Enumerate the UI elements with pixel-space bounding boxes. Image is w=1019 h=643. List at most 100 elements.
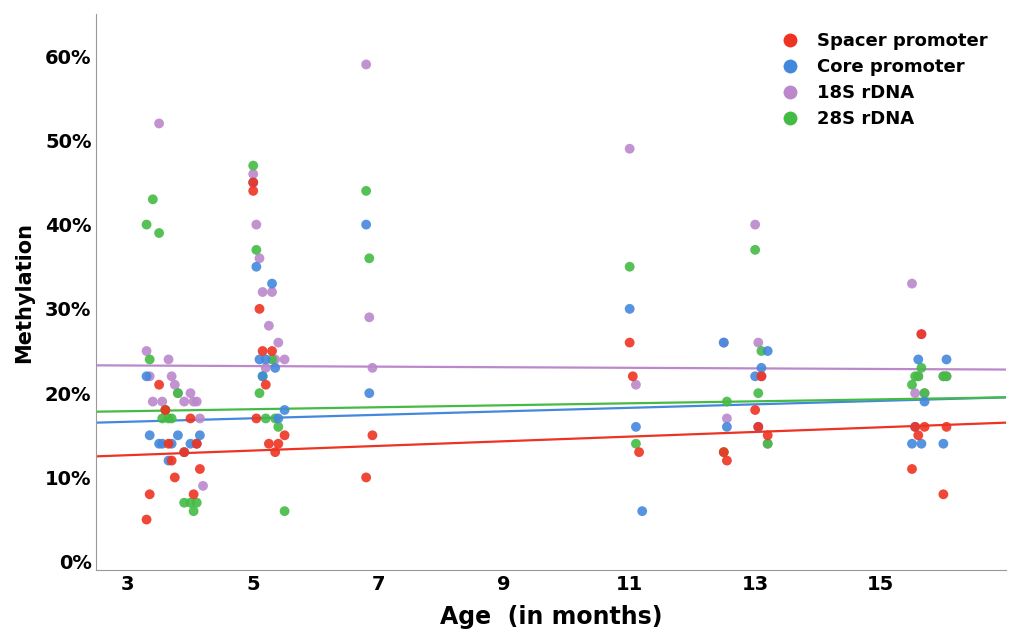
Point	[621, 262, 637, 272]
Point	[245, 161, 261, 171]
Point	[624, 371, 640, 381]
Point	[189, 439, 205, 449]
Point	[906, 422, 922, 432]
Point	[276, 405, 292, 415]
Point	[746, 245, 762, 255]
Point	[361, 253, 377, 264]
Point	[631, 447, 647, 457]
Point	[176, 397, 193, 407]
Point	[715, 447, 732, 457]
Point	[166, 473, 182, 483]
Point	[160, 455, 176, 466]
Point	[915, 388, 931, 398]
Point	[934, 439, 951, 449]
Point	[264, 346, 280, 356]
Point	[759, 439, 775, 449]
Point	[261, 321, 277, 331]
Point	[270, 338, 286, 348]
Point	[906, 388, 922, 398]
Point	[185, 506, 202, 516]
Point	[361, 312, 377, 322]
Point	[261, 439, 277, 449]
Point	[267, 447, 283, 457]
Point	[142, 430, 158, 440]
Point	[195, 481, 211, 491]
Point	[258, 379, 274, 390]
Point	[248, 413, 264, 424]
Point	[160, 439, 176, 449]
Point	[251, 253, 267, 264]
Point	[169, 388, 185, 398]
Point	[160, 354, 176, 365]
Point	[752, 346, 768, 356]
Point	[759, 346, 775, 356]
Point	[166, 379, 182, 390]
Point	[718, 422, 735, 432]
Point	[248, 219, 264, 230]
Point	[163, 455, 179, 466]
Point	[909, 430, 925, 440]
Point	[621, 338, 637, 348]
Point	[937, 422, 954, 432]
Point	[163, 371, 179, 381]
Point	[749, 422, 765, 432]
Point	[715, 338, 732, 348]
Point	[151, 439, 167, 449]
X-axis label: Age  (in months): Age (in months)	[439, 605, 661, 629]
Point	[912, 329, 928, 340]
Point	[245, 186, 261, 196]
Point	[364, 363, 380, 373]
Point	[142, 371, 158, 381]
Point	[937, 371, 954, 381]
Point	[182, 498, 199, 508]
Point	[169, 388, 185, 398]
Point	[145, 194, 161, 204]
Point	[185, 397, 202, 407]
Point	[276, 354, 292, 365]
Point	[912, 363, 928, 373]
Point	[267, 354, 283, 365]
Point	[258, 413, 274, 424]
Point	[267, 413, 283, 424]
Point	[752, 371, 768, 381]
Point	[248, 245, 264, 255]
Point	[142, 489, 158, 500]
Point	[251, 388, 267, 398]
Point	[276, 430, 292, 440]
Point	[718, 397, 735, 407]
Point	[160, 413, 176, 424]
Point	[264, 354, 280, 365]
Point	[934, 489, 951, 500]
Point	[358, 473, 374, 483]
Point	[189, 439, 205, 449]
Point	[715, 447, 732, 457]
Point	[621, 303, 637, 314]
Point	[906, 422, 922, 432]
Point	[627, 422, 643, 432]
Point	[937, 371, 954, 381]
Point	[903, 439, 919, 449]
Point	[912, 439, 928, 449]
Point	[245, 177, 261, 188]
Point	[139, 346, 155, 356]
Point	[151, 379, 167, 390]
Point	[264, 287, 280, 297]
Point	[192, 413, 208, 424]
Point	[746, 371, 762, 381]
Point	[154, 397, 170, 407]
Point	[182, 413, 199, 424]
Point	[245, 169, 261, 179]
Point	[627, 439, 643, 449]
Point	[749, 338, 765, 348]
Point	[189, 397, 205, 407]
Point	[176, 447, 193, 457]
Point	[358, 59, 374, 69]
Point	[139, 219, 155, 230]
Point	[749, 422, 765, 432]
Point	[746, 405, 762, 415]
Point	[248, 262, 264, 272]
Point	[258, 354, 274, 365]
Point	[906, 371, 922, 381]
Point	[142, 354, 158, 365]
Point	[627, 379, 643, 390]
